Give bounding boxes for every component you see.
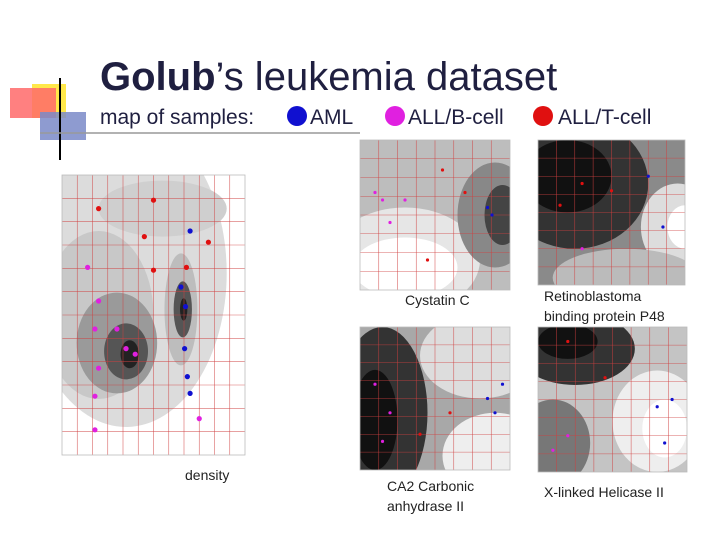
- sample-dot: [187, 390, 193, 396]
- sample-dot: [96, 298, 102, 304]
- caption: Cystatin C: [405, 292, 470, 308]
- sample-dot: [96, 365, 102, 371]
- contour: [98, 180, 227, 237]
- title-bold: Golub: [100, 55, 216, 99]
- sample-dot: [184, 374, 190, 380]
- caption: binding protein P48: [544, 308, 665, 324]
- map-border: [537, 139, 686, 286]
- map: [61, 174, 246, 456]
- sample-dot: [490, 213, 494, 217]
- sample-dot: [493, 411, 497, 415]
- map: [359, 139, 511, 291]
- caption: X-linked Helicase II: [544, 484, 664, 500]
- map: [537, 139, 686, 286]
- sample-dot: [670, 397, 674, 402]
- legend-label: map of samples:: [100, 106, 254, 129]
- legend-item: AML: [310, 106, 353, 129]
- sample-dot: [196, 416, 202, 422]
- map-border: [359, 139, 511, 291]
- map-border: [61, 174, 246, 456]
- contour: [360, 237, 458, 290]
- legend-dot: [287, 106, 307, 126]
- title: Golub’s leukemia dataset: [100, 55, 557, 99]
- sample-dot: [603, 376, 607, 380]
- sample-dot: [92, 427, 98, 433]
- sample-dot: [380, 439, 385, 443]
- sample-dot: [85, 264, 91, 270]
- sample-dot: [580, 247, 584, 251]
- caption: Retinoblastoma: [544, 288, 641, 304]
- sample-dot: [485, 396, 490, 401]
- map-border: [359, 326, 511, 471]
- map-body: [538, 140, 685, 285]
- sample-dot: [205, 239, 211, 245]
- sample-dot: [373, 190, 377, 195]
- sample-dot: [566, 434, 570, 438]
- sample-dot: [373, 382, 377, 386]
- contour: [442, 412, 510, 470]
- sample-dot: [114, 326, 120, 332]
- contour: [420, 327, 510, 399]
- map: [359, 326, 511, 471]
- sample-dot: [403, 198, 407, 202]
- sample-dot: [92, 326, 98, 332]
- legend-dot: [385, 106, 405, 126]
- title-rest: ’s leukemia dataset: [216, 55, 558, 99]
- contour: [538, 399, 591, 472]
- map-border: [537, 326, 688, 473]
- caption: CA2 Carbonic: [387, 478, 474, 494]
- sample-dot: [182, 346, 188, 352]
- map-body: [360, 140, 510, 290]
- sample-dot: [123, 346, 129, 352]
- sample-dot: [609, 189, 614, 193]
- sample-dot: [580, 181, 584, 186]
- map: [537, 326, 688, 473]
- sample-dot: [388, 411, 392, 415]
- sample-dot: [380, 198, 385, 202]
- sample-dot: [663, 441, 667, 445]
- contour: [667, 205, 685, 249]
- sample-dot: [566, 339, 570, 344]
- caption: density: [185, 467, 229, 483]
- map-body: [62, 175, 245, 455]
- sample-dot: [655, 405, 659, 409]
- legend-item: ALL/T-cell: [558, 106, 651, 129]
- sample-dot: [141, 234, 147, 240]
- legend-dot: [533, 106, 553, 126]
- sample-dot: [425, 258, 430, 262]
- sample-dot: [182, 304, 189, 310]
- sample-dot: [92, 393, 98, 399]
- map-body: [538, 327, 687, 472]
- sample-dot: [187, 228, 193, 234]
- map-body: [360, 327, 510, 470]
- sample-dot: [150, 267, 157, 273]
- contour: [180, 298, 188, 321]
- sample-dot: [500, 382, 505, 386]
- sample-dot: [150, 197, 157, 203]
- sample-dot: [96, 206, 102, 212]
- sample-dot: [440, 168, 445, 172]
- sample-dot: [388, 220, 392, 225]
- sample-dot: [485, 205, 490, 210]
- sample-dot: [551, 448, 555, 452]
- sample-dot: [661, 225, 665, 229]
- sample-dot: [448, 411, 452, 415]
- contour: [642, 399, 687, 458]
- sample-dot: [558, 203, 562, 207]
- sample-dot: [418, 432, 422, 436]
- sample-dot: [646, 174, 650, 178]
- legend-item: ALL/B-cell: [408, 106, 504, 129]
- caption: anhydrase II: [387, 498, 464, 514]
- sample-dot: [183, 264, 190, 270]
- sample-dot: [178, 284, 184, 290]
- sample-dot: [463, 190, 467, 195]
- sample-dot: [132, 351, 138, 357]
- deco-blue: [40, 112, 86, 140]
